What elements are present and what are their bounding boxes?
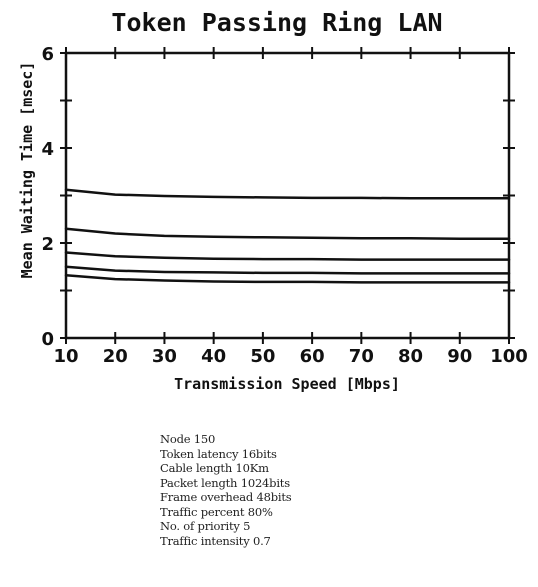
x-tick-label: 70 [349, 346, 374, 367]
y-axis-label: Mean Waiting Time [msec] [18, 62, 36, 279]
x-tick-label: 30 [152, 346, 177, 367]
param-priority-count: No. of priority 5 [160, 519, 251, 533]
y-tick-labels: 0 2 4 6 [41, 44, 54, 350]
param-traffic-intensity: Traffic intensity 0.7 [160, 533, 271, 548]
x-tick-label: 20 [103, 346, 128, 367]
x-tick-label: 80 [398, 346, 423, 367]
param-packet-length: Packet length 1024bits [160, 475, 290, 490]
parameter-list: Node 150 Token latency 16bits Cable leng… [160, 432, 292, 548]
param-token-latency: Token latency 16bits [160, 446, 277, 461]
x-axis-label: Transmission Speed [Mbps] [174, 375, 400, 393]
param-node: Node 150 [160, 432, 216, 446]
x-tick-labels: 10 20 30 40 50 60 70 80 90 100 [53, 346, 527, 367]
series-line-5 [64, 274, 511, 284]
series-line-1 [64, 188, 511, 200]
tick-marks [60, 47, 515, 344]
x-tick-label: 60 [300, 346, 325, 367]
y-tick-label: 0 [41, 329, 54, 350]
series-layer [64, 188, 511, 284]
x-tick-label: 40 [201, 346, 226, 367]
chart-title: Token Passing Ring LAN [111, 8, 442, 37]
chart: Token Passing Ring LAN 10 20 30 40 50 60 70 80 9… [18, 8, 528, 393]
x-tick-label: 50 [250, 346, 275, 367]
x-tick-label: 100 [490, 346, 528, 367]
series-line-4 [64, 265, 511, 275]
x-tick-label: 10 [53, 346, 78, 367]
y-tick-label: 4 [41, 139, 54, 160]
series-line-3 [64, 251, 511, 261]
param-cable-length: Cable length 10Km [160, 461, 269, 475]
param-traffic-percent: Traffic percent 80% [160, 504, 273, 519]
series-line-2 [64, 227, 511, 240]
y-tick-label: 2 [41, 234, 54, 255]
y-tick-label: 6 [41, 44, 54, 65]
x-tick-label: 90 [447, 346, 472, 367]
param-frame-overhead: Frame overhead 48bits [160, 490, 292, 504]
